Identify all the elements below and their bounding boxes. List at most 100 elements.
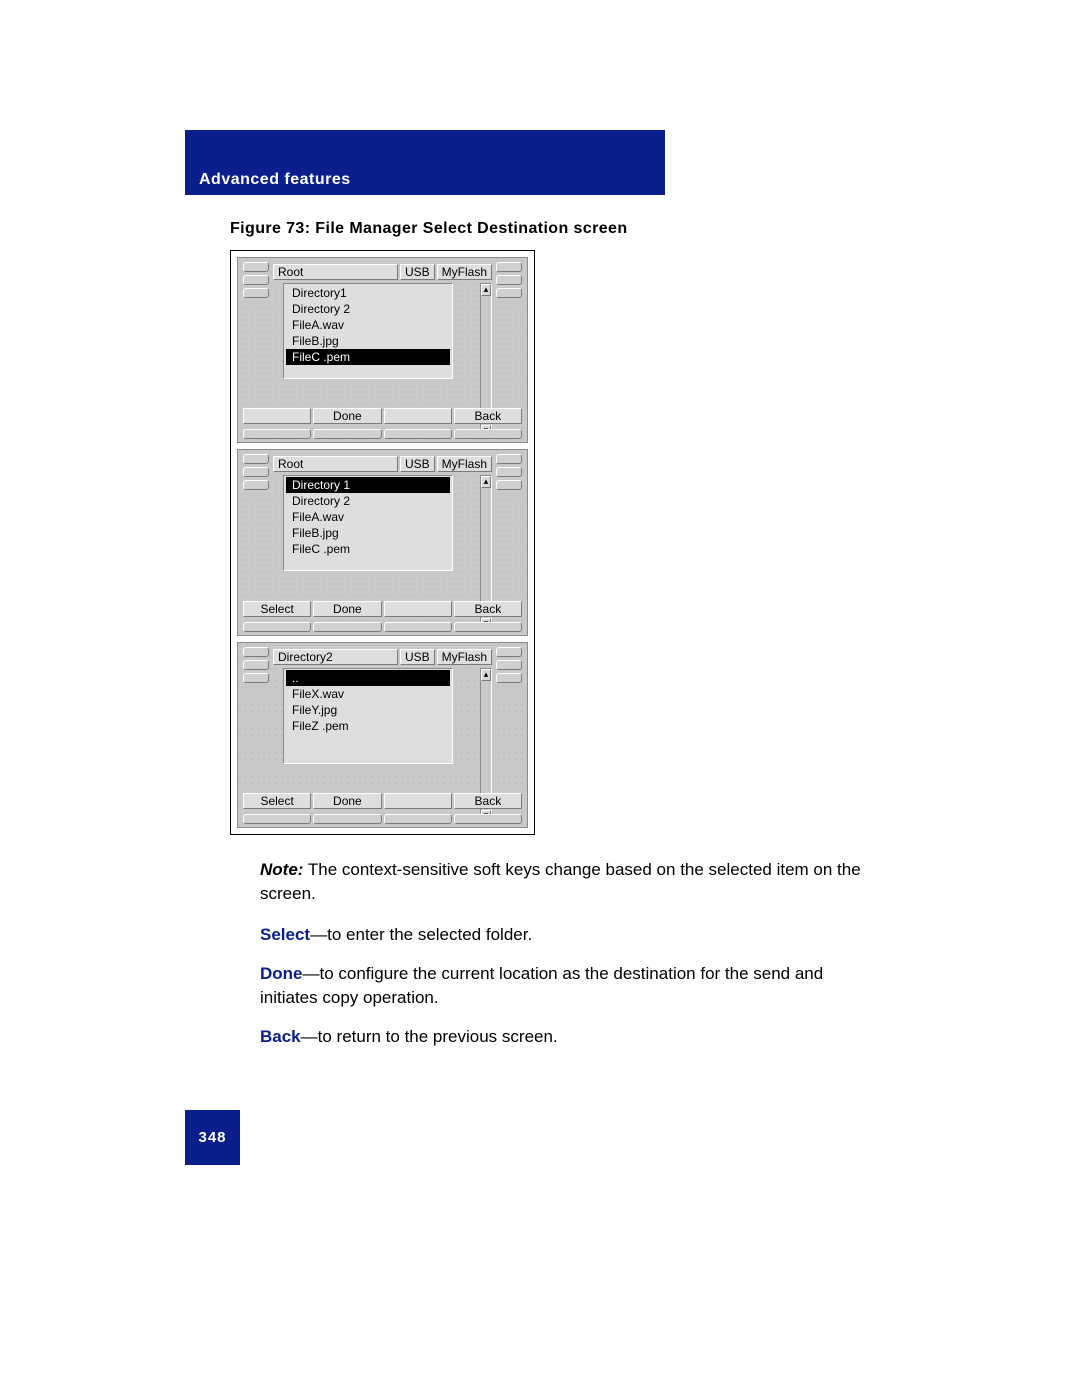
side-keys-right — [496, 262, 522, 298]
side-keys-left — [243, 454, 269, 490]
def-term: Select — [260, 925, 310, 944]
section-header: Advanced features — [185, 130, 665, 195]
softkey-label — [384, 793, 452, 809]
def-select: Select—to enter the selected folder. — [260, 923, 870, 947]
softkey-button[interactable] — [313, 622, 381, 632]
note-text: The context-sensitive soft keys change b… — [260, 860, 861, 903]
side-key[interactable] — [243, 467, 269, 477]
side-key[interactable] — [243, 275, 269, 285]
phone-screen: Directory2 USB MyFlash .. FileX.wav File… — [237, 642, 528, 828]
side-key[interactable] — [243, 673, 269, 683]
file-list[interactable]: Directory1 Directory 2 FileA.wav FileB.j… — [283, 283, 453, 379]
side-keys-left — [243, 262, 269, 298]
softkey-label: Back — [454, 408, 522, 424]
softkey-label: Back — [454, 793, 522, 809]
scroll-up-icon[interactable]: ▴ — [481, 476, 491, 488]
list-item[interactable]: Directory1 — [286, 285, 450, 301]
note-paragraph: Note: The context-sensitive soft keys ch… — [260, 858, 870, 906]
side-key[interactable] — [496, 467, 522, 477]
file-list[interactable]: .. FileX.wav FileY.jpg FileZ .pem — [283, 668, 453, 764]
side-key[interactable] — [496, 480, 522, 490]
list-item[interactable]: Directory 2 — [286, 301, 450, 317]
breadcrumb-root[interactable]: Root — [273, 456, 398, 472]
side-key[interactable] — [243, 288, 269, 298]
softkey-labels: Done Back — [243, 408, 522, 424]
breadcrumb: Directory2 USB MyFlash — [273, 648, 492, 666]
side-key[interactable] — [496, 262, 522, 272]
list-item[interactable]: FileA.wav — [286, 317, 450, 333]
softkey-button[interactable] — [384, 814, 452, 824]
side-key[interactable] — [496, 454, 522, 464]
softkey-labels: Select Done Back — [243, 601, 522, 617]
breadcrumb-root[interactable]: Directory2 — [273, 649, 398, 665]
softkey-button[interactable] — [454, 622, 522, 632]
breadcrumb-mid[interactable]: USB — [400, 456, 435, 472]
breadcrumb: Root USB MyFlash — [273, 263, 492, 281]
softkey-buttons — [243, 622, 522, 632]
def-term: Back — [260, 1027, 301, 1046]
softkey-label: Done — [313, 408, 381, 424]
side-key[interactable] — [496, 673, 522, 683]
list-item[interactable]: FileY.jpg — [286, 702, 450, 718]
softkey-button[interactable] — [243, 814, 311, 824]
side-keys-right — [496, 647, 522, 683]
side-key[interactable] — [496, 288, 522, 298]
side-key[interactable] — [243, 480, 269, 490]
softkey-label: Done — [313, 601, 381, 617]
softkey-labels: Select Done Back — [243, 793, 522, 809]
phone-screen: Root USB MyFlash Directory1 Directory 2 … — [237, 257, 528, 443]
page-number-text: 348 — [198, 1129, 226, 1146]
list-item[interactable]: FileA.wav — [286, 509, 450, 525]
figure-box: Root USB MyFlash Directory1 Directory 2 … — [230, 250, 535, 835]
softkey-button[interactable] — [243, 429, 311, 439]
list-item[interactable]: Directory 2 — [286, 493, 450, 509]
list-item[interactable]: FileC .pem — [286, 541, 450, 557]
side-key[interactable] — [243, 647, 269, 657]
breadcrumb-tail[interactable]: MyFlash — [437, 264, 492, 280]
softkey-label — [243, 408, 311, 424]
note-prefix: Note: — [260, 860, 303, 879]
softkey-button[interactable] — [384, 429, 452, 439]
softkey-label: Done — [313, 793, 381, 809]
softkey-label: Back — [454, 601, 522, 617]
def-term: Done — [260, 964, 303, 983]
side-key[interactable] — [243, 454, 269, 464]
side-key[interactable] — [496, 275, 522, 285]
softkey-button[interactable] — [454, 429, 522, 439]
softkey-button[interactable] — [243, 622, 311, 632]
list-item-selected[interactable]: Directory 1 — [286, 477, 450, 493]
breadcrumb-mid[interactable]: USB — [400, 264, 435, 280]
softkey-button[interactable] — [384, 622, 452, 632]
list-item[interactable]: FileX.wav — [286, 686, 450, 702]
list-item-selected[interactable]: FileC .pem — [286, 349, 450, 365]
breadcrumb-tail[interactable]: MyFlash — [437, 649, 492, 665]
def-desc: —to configure the current location as th… — [260, 964, 823, 1007]
list-item-up[interactable]: .. — [286, 670, 450, 686]
softkey-button[interactable] — [313, 429, 381, 439]
softkey-buttons — [243, 429, 522, 439]
list-item[interactable]: FileZ .pem — [286, 718, 450, 734]
side-key[interactable] — [243, 262, 269, 272]
list-item[interactable]: FileB.jpg — [286, 525, 450, 541]
breadcrumb-mid[interactable]: USB — [400, 649, 435, 665]
file-list[interactable]: Directory 1 Directory 2 FileA.wav FileB.… — [283, 475, 453, 571]
side-keys-left — [243, 647, 269, 683]
breadcrumb-tail[interactable]: MyFlash — [437, 456, 492, 472]
page-number: 348 — [185, 1110, 240, 1165]
side-key[interactable] — [496, 660, 522, 670]
side-key[interactable] — [243, 660, 269, 670]
softkey-buttons — [243, 814, 522, 824]
softkey-label: Select — [243, 601, 311, 617]
breadcrumb-root[interactable]: Root — [273, 264, 398, 280]
softkey-button[interactable] — [313, 814, 381, 824]
scroll-up-icon[interactable]: ▴ — [481, 284, 491, 296]
softkey-button[interactable] — [454, 814, 522, 824]
scroll-up-icon[interactable]: ▴ — [481, 669, 491, 681]
def-done: Done—to configure the current location a… — [260, 962, 870, 1010]
section-header-text: Advanced features — [199, 171, 351, 189]
side-key[interactable] — [496, 647, 522, 657]
list-item[interactable]: FileB.jpg — [286, 333, 450, 349]
softkey-label — [384, 408, 452, 424]
side-keys-right — [496, 454, 522, 490]
def-desc: —to return to the previous screen. — [301, 1027, 558, 1046]
